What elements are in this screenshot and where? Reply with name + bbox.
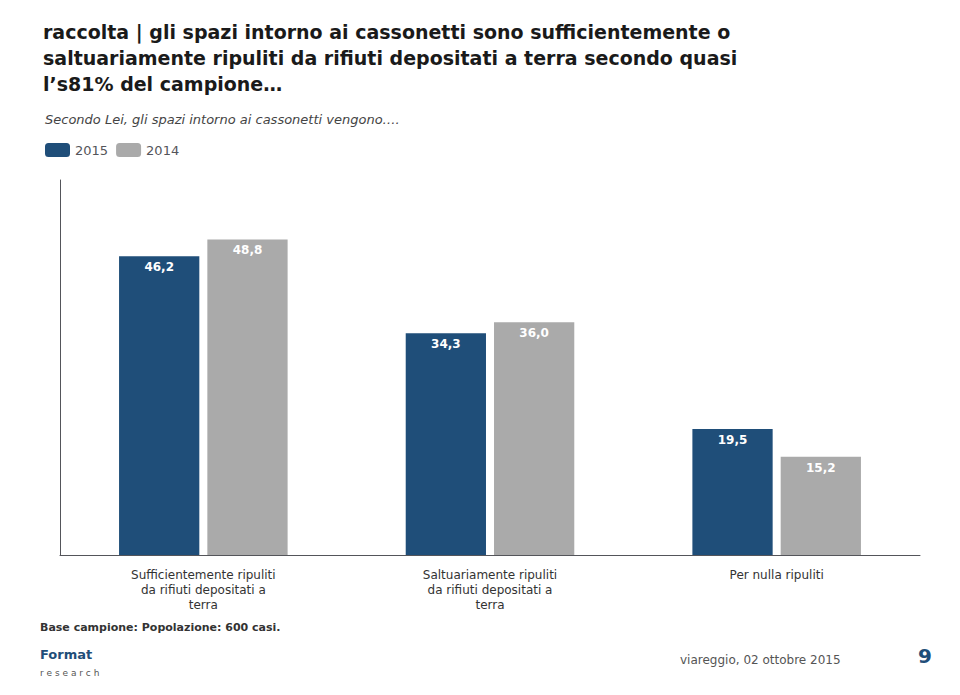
- svg-text:46,2: 46,2: [144, 260, 174, 274]
- svg-text:Per nulla ripuliti: Per nulla ripuliti: [730, 568, 824, 582]
- svg-text:36,0: 36,0: [519, 326, 549, 340]
- svg-text:2015: 2015: [75, 143, 108, 158]
- svg-text:Base campione: Popolazione: 60: Base campione: Popolazione: 600 casi.: [40, 621, 281, 634]
- svg-text:l’s81% del campione…: l’s81% del campione…: [43, 73, 282, 95]
- svg-text:Secondo Lei, gli spazi intorno: Secondo Lei, gli spazi intorno ai casson…: [45, 112, 400, 127]
- svg-text:raccolta | gli spazi intorno a: raccolta | gli spazi intorno ai cassonet…: [43, 21, 730, 44]
- svg-text:terra: terra: [475, 598, 504, 612]
- svg-text:viareggio, 02 ottobre 2015: viareggio, 02 ottobre 2015: [680, 653, 841, 667]
- svg-text:Sufficientemente ripuliti: Sufficientemente ripuliti: [131, 568, 276, 582]
- svg-text:saltuariamente ripuliti da rif: saltuariamente ripuliti da rifiuti depos…: [43, 47, 737, 69]
- svg-text:19,5: 19,5: [718, 433, 748, 447]
- svg-text:Format: Format: [40, 647, 92, 662]
- svg-text:r e s e a r c h: r e s e a r c h: [40, 668, 99, 678]
- svg-text:9: 9: [918, 644, 932, 668]
- svg-text:34,3: 34,3: [431, 337, 461, 351]
- svg-text:da rifiuti depositati a: da rifiuti depositati a: [428, 583, 553, 597]
- svg-text:Saltuariamente ripuliti: Saltuariamente ripuliti: [423, 568, 557, 582]
- svg-text:terra: terra: [189, 598, 218, 612]
- svg-text:da rifiuti depositati a: da rifiuti depositati a: [141, 583, 266, 597]
- svg-text:48,8: 48,8: [233, 243, 263, 257]
- svg-text:2014: 2014: [146, 143, 179, 158]
- svg-text:15,2: 15,2: [806, 461, 836, 475]
